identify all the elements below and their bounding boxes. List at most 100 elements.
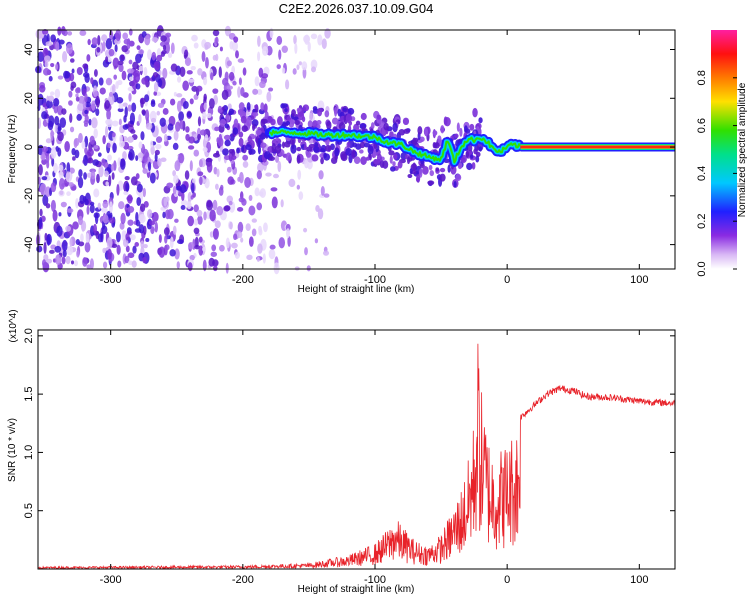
spectrogram-blob xyxy=(316,120,322,125)
spectrogram-blob xyxy=(229,40,234,50)
spectrogram-blob xyxy=(87,38,91,46)
spectrogram-blob xyxy=(153,81,159,93)
spectrogram-blob xyxy=(259,132,266,140)
spectrogram-blob xyxy=(439,167,446,173)
spectrogram-blob xyxy=(152,72,159,78)
spectrogram-blob xyxy=(108,91,114,97)
spectrogram-blob xyxy=(140,98,144,109)
spectrogram-blob xyxy=(106,108,111,121)
snr-x-ticks: -300 -200 -100 0 100 xyxy=(100,330,648,586)
spectrogram-blob xyxy=(255,129,262,135)
spectrogram-blob xyxy=(105,77,113,86)
spectrogram-blob xyxy=(90,170,96,180)
spectrogram-blob xyxy=(291,109,296,117)
spectrogram-blob xyxy=(41,176,48,181)
spectrogram-blob xyxy=(121,70,127,81)
spectrogram-blob xyxy=(101,206,108,214)
spectrogram-blob xyxy=(187,145,195,150)
spectrogram-blob xyxy=(138,65,144,72)
spectrogram-blob xyxy=(188,78,195,83)
spectrogram-blob xyxy=(123,190,129,196)
spectrogram-blob xyxy=(257,138,261,147)
spectrogram-blob xyxy=(230,155,237,161)
spectrogram-blob xyxy=(163,227,170,236)
spectrogram-blob xyxy=(84,93,88,103)
spectrogram-blob xyxy=(193,204,199,213)
spectrogram-blob xyxy=(72,156,76,161)
spectrogram-blob xyxy=(248,194,253,201)
spectrogram-blob xyxy=(213,166,218,175)
spectrogram-blob xyxy=(221,89,229,100)
spectrogram-blob xyxy=(390,166,396,172)
spectrogram-blob xyxy=(156,54,163,62)
colorbar-tick-label: 0.6 xyxy=(696,118,708,133)
spectrogram-blob xyxy=(106,142,111,149)
spectrogram-blob xyxy=(90,100,96,111)
spectrogram-blob xyxy=(67,31,73,36)
spectrogram-blob xyxy=(137,152,144,158)
spectrogram-blob xyxy=(211,244,217,252)
spectrogram-blob xyxy=(398,128,406,136)
spectrogram-blob xyxy=(47,95,55,102)
spectrogram-blob xyxy=(284,141,291,148)
spectrogram-blob xyxy=(263,151,271,160)
spectrogram-blob xyxy=(190,66,196,71)
spectrogram-blob xyxy=(129,76,134,81)
spectrogram-blob xyxy=(52,209,58,222)
spectrogram-blob xyxy=(227,176,234,185)
spectrogram-blob xyxy=(373,149,377,158)
spectrogram-blob xyxy=(65,255,71,265)
spectrogram-blob xyxy=(93,188,100,198)
x-tick-label: 100 xyxy=(630,274,648,286)
spectrogram-blob xyxy=(185,126,190,133)
spectrogram-blob xyxy=(122,102,128,107)
spectrogram-blob xyxy=(35,29,43,39)
spectrogram-blob xyxy=(125,182,130,192)
spectrogram-blob xyxy=(237,58,245,63)
colorbar-tick-label: 0.8 xyxy=(696,70,708,85)
spectrogram-blob xyxy=(165,32,172,38)
spectrogram-blob xyxy=(144,34,151,46)
spectrogram-blob xyxy=(478,117,483,124)
spectrogram-blob xyxy=(36,245,43,253)
spectrogram-blob xyxy=(147,49,152,60)
spectrogram-blob xyxy=(182,80,190,91)
spectrogram-blob xyxy=(136,196,142,206)
spectrogram-blob xyxy=(170,63,178,72)
spectrogram-blob xyxy=(108,48,115,57)
snr-multiplier: (x10^4) xyxy=(8,309,19,342)
spectrogram-blob xyxy=(122,238,129,248)
spectrogram-blob xyxy=(317,34,323,46)
spectrogram-blob xyxy=(260,102,265,111)
spectrogram-blob xyxy=(465,150,469,158)
spectrogram-blob xyxy=(93,69,98,77)
spectrogram-blob xyxy=(154,149,160,156)
spectrogram-blob xyxy=(69,72,75,82)
spectrogram-blob xyxy=(75,87,81,94)
spectrogram-blob xyxy=(324,110,330,118)
spectrogram-blob xyxy=(180,199,188,206)
spectrogram-blob xyxy=(109,30,114,41)
spectrogram-blob xyxy=(182,100,189,109)
spectrogram-blob xyxy=(226,60,232,67)
spectrogram-blob xyxy=(129,112,136,125)
spectrogram-blob xyxy=(196,209,203,217)
spectrogram-blob xyxy=(71,68,75,74)
spectrogram-blob xyxy=(251,228,257,237)
spectrogram-blob xyxy=(311,154,319,162)
spectrogram-blob xyxy=(131,102,137,113)
spectrogram-blob xyxy=(237,176,241,182)
spectrogram-blob xyxy=(351,149,356,160)
spectrogram-blob xyxy=(102,201,109,209)
spectrogram-blob xyxy=(246,102,251,111)
y-tick-label: 1.5 xyxy=(23,386,35,401)
spectrogram-blob xyxy=(365,156,370,161)
spectrogram-blob xyxy=(135,76,140,81)
snr-frame xyxy=(37,329,676,570)
spectrogram-blob xyxy=(222,148,229,156)
spectrogram-blob xyxy=(429,170,435,177)
spectrogram-blob xyxy=(48,75,53,82)
spectrogram-blob xyxy=(256,88,263,96)
spectrogram-blob xyxy=(136,183,143,193)
spectrogram-blob xyxy=(108,217,115,224)
